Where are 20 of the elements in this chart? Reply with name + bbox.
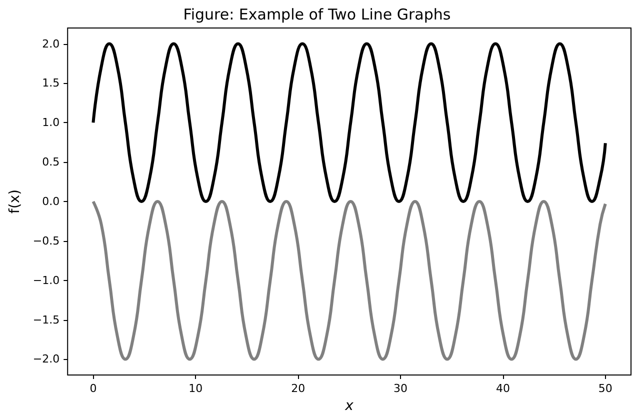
x-tick-label: 20 [291, 382, 306, 395]
y-tick-label: 0.0 [42, 195, 60, 208]
chart-title: Figure: Example of Two Line Graphs [183, 6, 451, 24]
y-axis-title: f(x) [7, 189, 23, 214]
y-tick-label: 1.0 [42, 116, 60, 130]
x-tick-label: 10 [188, 382, 203, 395]
x-tick-label: 0 [90, 382, 97, 395]
y-tick-label: −2.0 [32, 352, 60, 366]
line-series [92, 200, 607, 361]
y-tick-label: −0.5 [32, 234, 60, 248]
x-tick-label: 50 [598, 382, 612, 395]
y-tick-label: −1.0 [32, 274, 60, 287]
x-tick-label: 40 [496, 382, 510, 395]
y-tick-label: 1.5 [42, 76, 60, 90]
line-series [92, 42, 607, 203]
x-axis-title: x [344, 398, 354, 414]
y-tick-label: −1.5 [32, 313, 60, 326]
x-tick-label: 30 [394, 382, 408, 395]
y-tick-label: 0.5 [42, 156, 60, 169]
y-tick-label: 2.0 [42, 37, 60, 50]
